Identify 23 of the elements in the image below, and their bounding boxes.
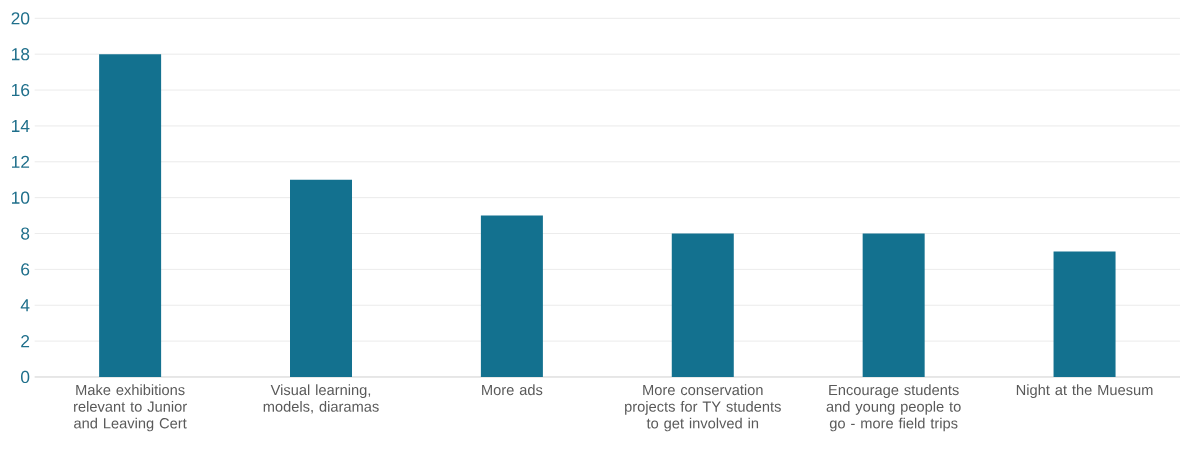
x-tick-label: More ads	[482, 384, 543, 396]
bar	[480, 215, 543, 377]
bar	[99, 54, 162, 377]
x-tick-label: Visual learning, models, diaramas	[263, 384, 379, 414]
y-tick-label: 20	[11, 12, 30, 25]
x-tick-label: Night at the Muesum	[1016, 384, 1153, 399]
y-tick-label: 10	[12, 191, 30, 204]
bar	[862, 233, 925, 377]
y-tick-label: 4	[20, 299, 30, 312]
y-tick-label: 0	[21, 370, 30, 384]
y-tick-label: 12	[12, 155, 30, 168]
y-tick-label: 6	[21, 263, 30, 276]
x-tick-label: Encourage students and young people to go - more field trips	[826, 384, 961, 432]
y-tick-label: 2	[21, 335, 30, 348]
x-tick-label: Make exhibitions relevant to Junior and Leaving Cert	[74, 384, 187, 432]
y-tick-label: 8	[21, 227, 30, 240]
bar	[290, 179, 353, 377]
y-tick-label: 14	[12, 119, 30, 132]
y-tick-label: 16	[12, 83, 30, 97]
y-tick-label: 18	[12, 48, 30, 61]
x-tick-label: More conservation projects for TY students to get involved in	[625, 384, 781, 432]
bar	[671, 233, 734, 377]
bar	[1053, 251, 1116, 377]
